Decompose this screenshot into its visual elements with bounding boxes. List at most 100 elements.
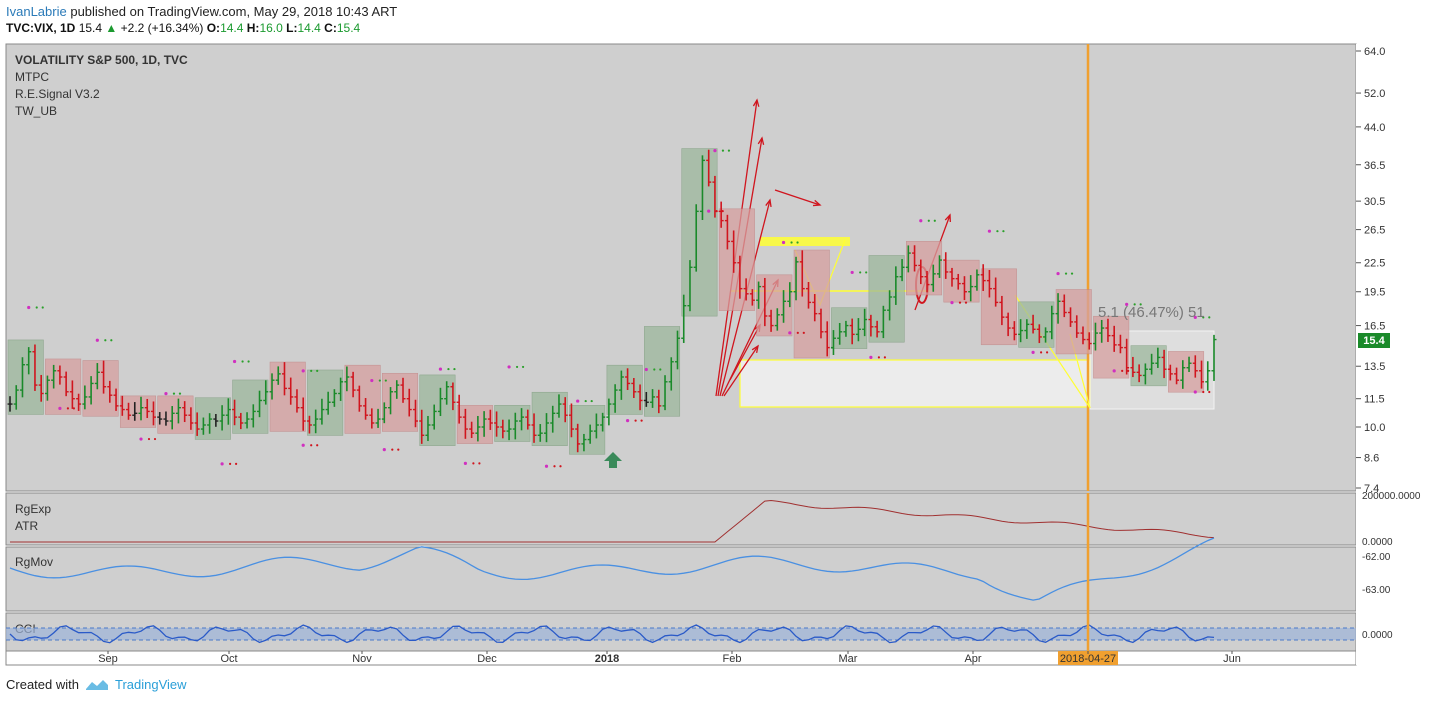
signal-dot [447,367,450,371]
candle-bar [643,391,649,407]
signal-dot [721,210,724,213]
price-tick-label: 52.0 [1364,88,1385,100]
candle-bar [169,406,175,430]
price-tick-label: 10.0 [1364,422,1385,434]
author-link[interactable]: IvanLabrie [6,4,67,19]
candle-bar [1167,364,1173,381]
candle-bar [450,382,456,411]
red-arrow-head [757,136,765,145]
candle-bar [344,366,350,392]
candle-bar [500,419,506,439]
signal-dot [438,367,443,371]
price-axis[interactable] [1356,44,1440,665]
signal-dot [147,437,151,441]
signal-dot [1208,390,1211,394]
candle-bar [1080,326,1086,345]
signal-dot [964,301,968,304]
main-pane[interactable] [5,43,1357,492]
candle-bar [625,368,631,390]
signal-dot [172,392,176,395]
signal-dot [653,368,656,371]
time-axis[interactable] [5,650,1357,666]
time-label: Oct [220,653,237,665]
candle-bar [912,245,918,272]
candle-bar [1068,307,1074,327]
signal-dot [153,437,157,441]
candle-bar [893,266,899,305]
chart-header: IvanLabrie published on TradingView.com,… [6,3,1434,37]
candle-bar [600,412,606,432]
low-label: L: [286,21,298,35]
candle-bar [257,390,263,418]
candle-bar [200,417,206,435]
candle-bar [824,321,830,357]
candle-bar [980,264,986,291]
candle-bar [862,308,868,337]
signal-dot [625,418,630,423]
current-price-badge [1358,333,1390,348]
red-arrow [729,324,761,381]
price-change: +2.2 (+16.34%) [120,21,204,35]
candle-bar [51,364,57,389]
signal-boxes [7,148,1205,455]
candle-bar [1005,312,1011,337]
candle-bar [207,413,213,434]
signal-dot [391,448,394,451]
price-tick-label: 13.5 [1364,361,1385,373]
atr-line [10,499,1215,543]
candle-bar [830,330,836,355]
candle-bar [487,409,493,430]
candle-bar [225,398,231,425]
chart-canvas[interactable]: VOLATILITY S&P 500, 1D, TVC MTPC R.E.Sig… [0,40,1440,674]
time-label: Jun [1223,653,1241,665]
candle-bar [787,282,793,308]
price-tick-label: 8.6 [1364,453,1379,465]
candle-bar [699,155,705,221]
signal-dot [1202,390,1205,394]
signal-box [1055,289,1092,355]
signal-dot [507,365,511,369]
candle-bar [1180,360,1186,389]
signal-dot [1193,390,1197,394]
signal-box [382,372,419,432]
candle-bar [338,377,344,401]
tradingview-brand-link[interactable]: TradingView [114,677,187,692]
candle-bar [1049,305,1055,340]
time-label: Mar [839,653,858,665]
candle-bar [618,370,624,400]
candle-bar [712,175,718,218]
signal-dot [58,406,62,410]
candle-bar [263,380,269,405]
signal-dot [865,271,868,274]
candle-bar [506,419,512,441]
signal-dot [1039,351,1043,354]
candle-bar [687,260,693,312]
candle-bar [1061,294,1067,318]
rgmov-axis-top: -62.00 [1362,552,1391,563]
candle-bar [1136,364,1142,383]
signal-dot [232,359,237,364]
candle-bar [718,201,724,228]
candle-bar [1211,334,1217,381]
signal-dot [453,367,456,371]
candle-bar [631,378,637,399]
rgmov-pane[interactable] [5,546,1357,612]
signal-dot [110,339,113,342]
candle-bar [319,398,325,425]
candle-bar [163,411,169,426]
signal-dot [883,356,886,359]
signal-dot [247,360,250,363]
candle-bar [575,423,581,453]
signal-dot [164,392,168,396]
ohlc-line: TVC:VIX, 1D 15.4 ▲ +2.2 (+16.34%) O:14.4… [6,20,1434,37]
candle-bar [880,305,886,339]
signal-dot [713,149,717,153]
candle-bar [749,289,755,306]
candle-bar [1117,334,1123,354]
candle-bar [868,314,874,337]
signal-dot [521,365,525,369]
candle-bar [924,271,930,293]
candle-bar [388,387,394,415]
rgexp-atr-pane[interactable] [5,492,1357,546]
candle-bar [955,273,961,290]
